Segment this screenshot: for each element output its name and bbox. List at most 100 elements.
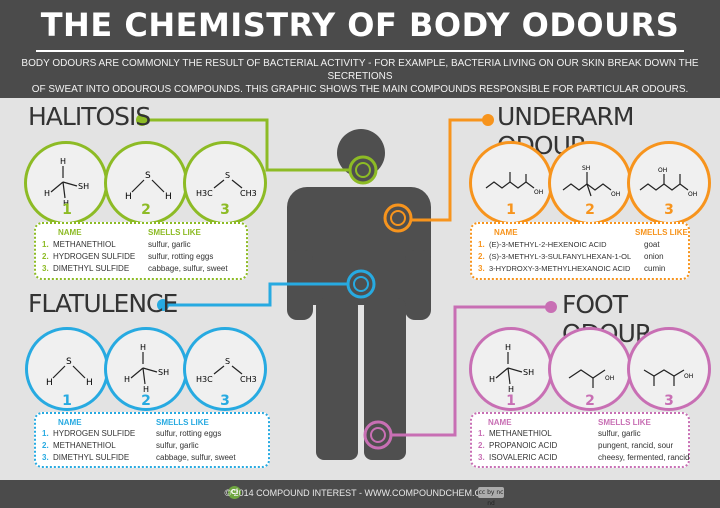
methanethiol-structure: H H SH H	[124, 343, 169, 394]
foot-name-header: NAME	[488, 418, 512, 427]
underarm-num-2: 2	[585, 202, 595, 218]
flatulence-smells-header: SMELLS LIKE	[156, 418, 209, 427]
hydroxymethylhexanoic-acid-structure: OH OH	[639, 167, 697, 198]
table-row: 2. METHANETHIOL sulfur, garlic	[42, 441, 199, 450]
table-row: 3. 3-HYDROXY-3-METHYLHEXANOIC ACID cumin	[478, 264, 666, 273]
svg-text:CH3: CH3	[240, 375, 257, 384]
underarm-molecule-3: OH OH	[627, 141, 711, 225]
isovaleric-acid-structure: OH	[643, 369, 693, 386]
foot-target	[363, 420, 393, 450]
flatulence-target	[346, 269, 376, 299]
foot-num-3: 3	[664, 393, 674, 409]
underarm-table: NAME SMELLS LIKE 1. (E)-3-METHYL-2-HEXEN…	[470, 222, 690, 280]
svg-text:S: S	[66, 357, 72, 367]
hydrogen-sulfide-structure: S H H	[125, 171, 172, 202]
halitosis-molecule-2: S H H	[104, 141, 188, 225]
svg-text:H: H	[124, 375, 130, 384]
halitosis-num-3: 3	[220, 202, 230, 218]
table-row: 2. (S)-3-METHYL-3-SULFANYLHEXAN-1-OL oni…	[478, 252, 664, 261]
svg-text:SH: SH	[78, 182, 89, 191]
svg-text:OH: OH	[605, 375, 614, 382]
svg-text:S: S	[225, 171, 230, 180]
underarm-connector	[398, 118, 488, 222]
svg-text:H: H	[489, 375, 495, 384]
flatulence-name-header: NAME	[58, 418, 82, 427]
svg-text:H: H	[125, 192, 132, 202]
halitosis-molecule-1: H H SH H	[24, 141, 108, 225]
foot-num-1: 1	[506, 393, 516, 409]
underarm-num-1: 1	[506, 202, 516, 218]
table-row: 1. METHANETHIOL sulfur, garlic	[42, 240, 191, 249]
flatulence-num-1: 1	[62, 393, 72, 409]
foot-molecule-3: OH	[627, 327, 711, 411]
subtitle: BODY ODOURS ARE COMMONLY THE RESULT OF B…	[20, 57, 700, 96]
methylhexenoic-acid-structure: OH	[485, 172, 543, 196]
creative-commons-icon: cc by nc nd	[478, 487, 504, 507]
dimethyl-sulfide-structure: S H3C CH3	[196, 171, 257, 198]
foot-table: NAME SMELLS LIKE 1. METHANETHIOL sulfur,…	[470, 412, 690, 468]
halitosis-num-1: 1	[62, 202, 72, 218]
flatulence-table: NAME SMELLS LIKE 1. HYDROGEN SULFIDE sul…	[34, 412, 270, 468]
svg-text:OH: OH	[611, 191, 620, 198]
flatulence-title: FLATULENCE	[28, 289, 178, 318]
svg-text:H3C: H3C	[196, 375, 213, 384]
svg-text:OH: OH	[534, 189, 543, 196]
table-row: 1. (E)-3-METHYL-2-HEXENOIC ACID goat	[478, 240, 660, 249]
halitosis-target	[348, 155, 378, 185]
flatulence-molecule-2: H H SH H	[104, 327, 188, 411]
underarm-target	[383, 203, 413, 233]
svg-text:H: H	[63, 199, 69, 208]
svg-text:H: H	[505, 343, 511, 352]
footer-credit: © 2014 COMPOUND INTEREST - WWW.COMPOUNDC…	[224, 488, 496, 498]
title-divider	[36, 50, 684, 52]
propanoic-acid-structure: OH	[568, 369, 614, 388]
subtitle-line-1: BODY ODOURS ARE COMMONLY THE RESULT OF B…	[21, 58, 699, 82]
underarm-num-3: 3	[664, 202, 674, 218]
svg-text:SH: SH	[582, 165, 590, 172]
flatulence-num-3: 3	[220, 393, 230, 409]
halitosis-table: NAME SMELLS LIKE 1. METHANETHIOL sulfur,…	[34, 222, 248, 280]
svg-text:S: S	[145, 171, 151, 181]
dimethyl-sulfide-structure: S H3C CH3	[196, 357, 257, 384]
methanethiol-structure: H H SH H	[489, 343, 534, 394]
table-row: 3. ISOVALERIC ACID cheesy, fermented, ra…	[478, 453, 690, 462]
table-row: 2. HYDROGEN SULFIDE sulfur, rotting eggs	[42, 252, 214, 261]
hydrogen-sulfide-structure: S H H	[46, 357, 93, 388]
svg-text:H: H	[508, 385, 514, 394]
svg-text:H: H	[60, 157, 66, 166]
svg-text:SH: SH	[158, 368, 169, 377]
sulfanylhexanol-structure: SH OH	[562, 165, 620, 198]
table-row: 3. DIMETHYL SULFIDE cabbage, sulfur, swe…	[42, 264, 228, 273]
svg-text:H: H	[140, 343, 146, 352]
svg-text:H: H	[165, 192, 172, 202]
compound-interest-logo: Ci	[228, 486, 241, 499]
table-row: 3. DIMETHYL SULFIDE cabbage, sulfur, swe…	[42, 453, 236, 462]
svg-text:OH: OH	[658, 167, 667, 174]
svg-text:H: H	[44, 189, 50, 198]
svg-text:H: H	[143, 385, 149, 394]
flatulence-num-2: 2	[141, 393, 151, 409]
svg-text:CH3: CH3	[240, 189, 257, 198]
page-title: THE CHEMISTRY OF BODY ODOURS	[40, 6, 680, 44]
flatulence-molecule-3: S H3C CH3	[183, 327, 267, 411]
underarm-smells-header: SMELLS LIKE	[635, 228, 688, 237]
flatulence-connector	[163, 282, 352, 307]
svg-text:S: S	[225, 357, 230, 366]
halitosis-connector	[142, 118, 352, 172]
svg-text:H: H	[46, 378, 53, 388]
svg-text:SH: SH	[523, 368, 534, 377]
table-row: 2. PROPANOIC ACID pungent, rancid, sour	[478, 441, 674, 450]
halitosis-name-header: NAME	[58, 228, 82, 237]
svg-text:H: H	[86, 378, 93, 388]
svg-text:H3C: H3C	[196, 189, 213, 198]
halitosis-num-2: 2	[141, 202, 151, 218]
subtitle-line-2: OF SWEAT INTO ODOUROUS COMPOUNDS. THIS G…	[31, 84, 689, 95]
foot-molecule-1: H H SH H	[469, 327, 553, 411]
foot-num-2: 2	[585, 393, 595, 409]
halitosis-smells-header: SMELLS LIKE	[148, 228, 201, 237]
foot-smells-header: SMELLS LIKE	[598, 418, 651, 427]
halitosis-title: HALITOSIS	[28, 102, 151, 131]
table-row: 1. HYDROGEN SULFIDE sulfur, rotting eggs	[42, 429, 222, 438]
header-banner	[0, 0, 720, 98]
